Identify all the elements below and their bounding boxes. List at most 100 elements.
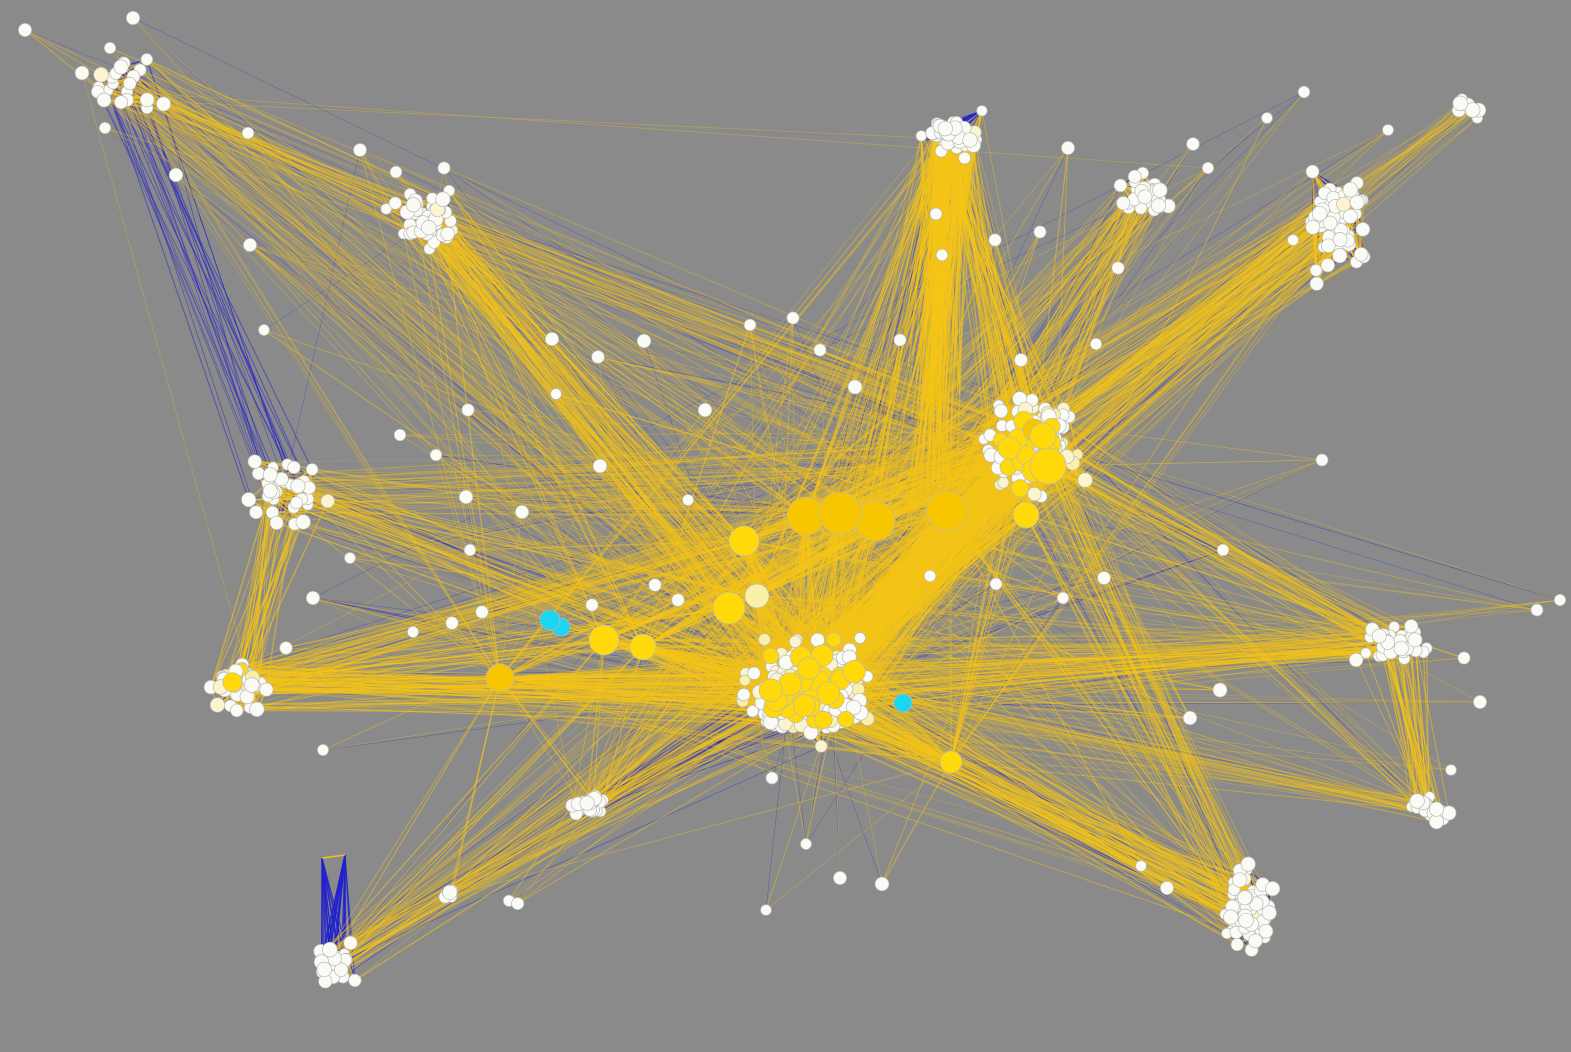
graph-node[interactable]	[746, 705, 759, 718]
graph-node[interactable]	[295, 514, 311, 530]
graph-node[interactable]	[1261, 905, 1277, 921]
graph-node[interactable]	[923, 569, 937, 583]
graph-node[interactable]	[1152, 182, 1168, 198]
graph-node[interactable]	[442, 884, 458, 901]
graph-node[interactable]	[1230, 938, 1244, 952]
graph-node[interactable]	[1232, 872, 1248, 888]
graph-node[interactable]	[1240, 856, 1256, 872]
graph-node[interactable]	[1342, 208, 1358, 224]
graph-node[interactable]	[993, 403, 1009, 419]
graph-node[interactable]	[353, 143, 367, 157]
graph-node[interactable]	[279, 641, 293, 655]
graph-node[interactable]	[1428, 801, 1445, 817]
graph-node[interactable]	[1553, 593, 1567, 607]
graph-node[interactable]	[139, 92, 155, 108]
graph-node[interactable]	[1135, 860, 1147, 872]
graph-node[interactable]	[697, 402, 713, 418]
graph-node[interactable]	[344, 552, 356, 564]
graph-node[interactable]	[1407, 632, 1423, 648]
graph-node[interactable]	[1348, 652, 1364, 668]
graph-node[interactable]	[1322, 215, 1338, 231]
graph-node[interactable]	[388, 196, 402, 210]
graph-node[interactable]	[737, 688, 751, 702]
graph-node[interactable]	[962, 132, 978, 148]
graph-node-hub[interactable]	[629, 633, 657, 661]
graph-node[interactable]	[989, 577, 1003, 591]
graph-node[interactable]	[103, 41, 117, 55]
graph-node[interactable]	[125, 10, 141, 26]
graph-node[interactable]	[290, 496, 303, 510]
graph-node[interactable]	[958, 151, 971, 165]
graph-node[interactable]	[437, 161, 451, 175]
graph-node[interactable]	[230, 703, 244, 718]
graph-node[interactable]	[1473, 695, 1487, 709]
graph-node[interactable]	[241, 126, 255, 140]
graph-node-hub[interactable]	[1029, 422, 1057, 450]
graph-node[interactable]	[929, 207, 943, 221]
graph-node[interactable]	[461, 403, 475, 417]
graph-node[interactable]	[1160, 881, 1174, 895]
graph-node[interactable]	[514, 504, 530, 520]
graph-node[interactable]	[544, 331, 560, 347]
graph-node[interactable]	[1342, 181, 1359, 198]
graph-node[interactable]	[156, 96, 172, 112]
graph-node[interactable]	[833, 871, 847, 885]
graph-node[interactable]	[1297, 85, 1311, 99]
graph-node[interactable]	[847, 379, 863, 395]
graph-node[interactable]	[334, 962, 349, 977]
graph-node[interactable]	[168, 167, 184, 183]
graph-node[interactable]	[845, 699, 862, 716]
graph-node[interactable]	[209, 697, 226, 713]
graph-node[interactable]	[997, 436, 1021, 460]
graph-node[interactable]	[1452, 95, 1469, 112]
graph-node[interactable]	[758, 633, 771, 646]
graph-node[interactable]	[1077, 472, 1093, 488]
graph-node[interactable]	[1321, 238, 1336, 253]
graph-node[interactable]	[1201, 161, 1215, 175]
graph-node[interactable]	[1530, 603, 1544, 617]
graph-node[interactable]	[440, 226, 455, 242]
graph-node[interactable]	[1027, 486, 1042, 502]
graph-node[interactable]	[814, 710, 833, 730]
graph-node[interactable]	[1137, 189, 1153, 205]
graph-node[interactable]	[1311, 205, 1328, 222]
graph-node[interactable]	[1212, 682, 1228, 698]
graph-node[interactable]	[1320, 258, 1335, 273]
graph-node[interactable]	[813, 343, 827, 357]
graph-node[interactable]	[348, 973, 362, 988]
graph-node[interactable]	[874, 876, 890, 892]
graph-node[interactable]	[1089, 337, 1103, 351]
graph-node[interactable]	[258, 324, 270, 336]
graph-node[interactable]	[1014, 353, 1028, 367]
graph-node[interactable]	[1265, 881, 1281, 897]
graph-node[interactable]	[74, 65, 90, 81]
graph-node[interactable]	[1033, 225, 1047, 239]
graph-node[interactable]	[1305, 164, 1320, 179]
graph-node-highlighted[interactable]	[893, 693, 913, 713]
graph-node[interactable]	[786, 311, 800, 325]
graph-node[interactable]	[762, 647, 779, 665]
graph-node[interactable]	[1150, 198, 1167, 214]
graph-node[interactable]	[997, 476, 1010, 489]
graph-node[interactable]	[1382, 124, 1394, 136]
graph-node[interactable]	[636, 333, 652, 349]
graph-node[interactable]	[259, 682, 274, 697]
graph-node[interactable]	[305, 463, 319, 476]
graph-node-hub[interactable]	[939, 750, 963, 774]
graph-node[interactable]	[671, 593, 685, 607]
graph-node-hub[interactable]	[588, 624, 620, 656]
graph-node[interactable]	[765, 771, 779, 785]
graph-node[interactable]	[893, 333, 907, 347]
graph-node[interactable]	[1237, 890, 1253, 906]
graph-node[interactable]	[1360, 647, 1372, 659]
graph-node[interactable]	[1355, 222, 1371, 237]
graph-node[interactable]	[435, 191, 451, 207]
graph-node[interactable]	[1445, 764, 1457, 776]
graph-node[interactable]	[1371, 628, 1387, 644]
graph-node[interactable]	[290, 478, 306, 494]
graph-node-hub[interactable]	[818, 491, 862, 535]
graph-node[interactable]	[591, 350, 605, 364]
graph-node[interactable]	[249, 701, 265, 717]
graph-node[interactable]	[1287, 234, 1299, 246]
